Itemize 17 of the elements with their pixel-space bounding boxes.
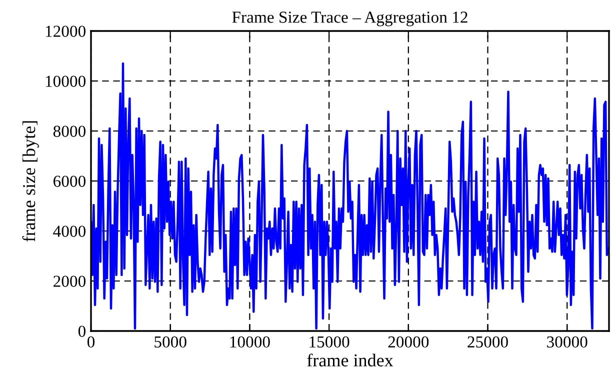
y-tick-label: 2000	[54, 276, 86, 287]
y-tick-label: 12000	[46, 26, 86, 37]
x-tick-label: 20000	[388, 336, 429, 348]
y-axis-title: frame size [byte]	[22, 121, 39, 242]
x-tick-label: 10000	[230, 336, 270, 348]
x-tick-label: 25000	[468, 336, 508, 348]
x-tick-label: 30000	[547, 336, 588, 348]
y-tick-label: 10000	[46, 76, 86, 87]
x-tick-label: 15000	[310, 336, 350, 348]
y-tick-label: 8000	[53, 126, 86, 137]
chart-title: Frame Size Trace – Aggregation 12	[232, 12, 468, 26]
x-tick-label: 5000	[154, 336, 186, 348]
y-tick-label: 6000	[54, 176, 86, 187]
y-tick-label: 4000	[53, 226, 86, 237]
x-axis-title: frame index	[307, 354, 394, 366]
x-tick-label: 0	[87, 336, 95, 348]
y-tick-label: 0	[78, 326, 86, 337]
